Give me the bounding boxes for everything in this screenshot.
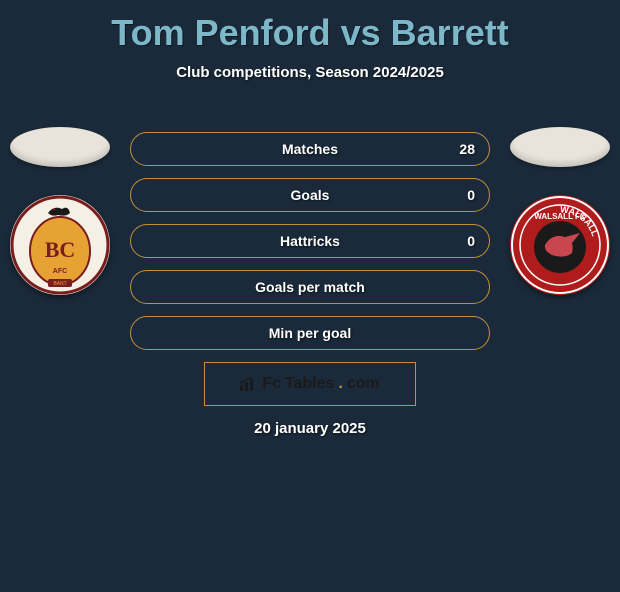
bradford-badge-icon: BC AFC BANT	[10, 195, 110, 295]
bar-chart-icon	[240, 377, 258, 391]
brand-text-tables: Tables	[285, 375, 335, 393]
stat-label: Hattricks	[280, 233, 340, 249]
date-label: 20 january 2025	[130, 420, 490, 437]
brand-box[interactable]: FcTables. com	[204, 362, 416, 406]
stat-row-matches: Matches 28	[130, 132, 490, 166]
walsall-badge-icon: WALSALL FC WALSALL FC	[510, 195, 610, 295]
stats-panel: Matches 28 Goals 0 Hattricks 0 Goals per…	[130, 132, 490, 437]
badge-subtext: AFC	[53, 268, 67, 275]
left-player-column: BC AFC BANT	[10, 127, 110, 295]
stat-label: Goals per match	[255, 279, 365, 295]
page-title: Tom Penford vs Barrett	[0, 12, 620, 54]
stat-label: Min per goal	[269, 325, 351, 341]
stat-value-right: 0	[467, 233, 475, 249]
badge-ring-text: WALSALL FC	[534, 212, 586, 221]
brand-text-fc: Fc	[262, 375, 281, 393]
stat-label: Matches	[282, 141, 338, 157]
badge-text: BC	[45, 237, 76, 262]
brand-text-dot: .	[338, 375, 342, 393]
stat-label: Goals	[291, 187, 330, 203]
stat-row-gpm: Goals per match	[130, 270, 490, 304]
stat-value-right: 28	[459, 141, 475, 157]
left-club-badge: BC AFC BANT	[10, 195, 110, 295]
stat-row-goals: Goals 0	[130, 178, 490, 212]
brand-text-com: com	[347, 375, 380, 393]
right-player-column: WALSALL FC WALSALL FC	[510, 127, 610, 295]
stat-row-hattricks: Hattricks 0	[130, 224, 490, 258]
badge-banner: BANT	[53, 281, 66, 287]
stat-row-mpg: Min per goal	[130, 316, 490, 350]
brand-label: FcTables. com	[240, 375, 380, 393]
stat-value-right: 0	[467, 187, 475, 203]
right-club-badge: WALSALL FC WALSALL FC	[510, 195, 610, 295]
left-player-avatar	[10, 127, 110, 167]
right-player-avatar	[510, 127, 610, 167]
subtitle: Club competitions, Season 2024/2025	[0, 64, 620, 81]
